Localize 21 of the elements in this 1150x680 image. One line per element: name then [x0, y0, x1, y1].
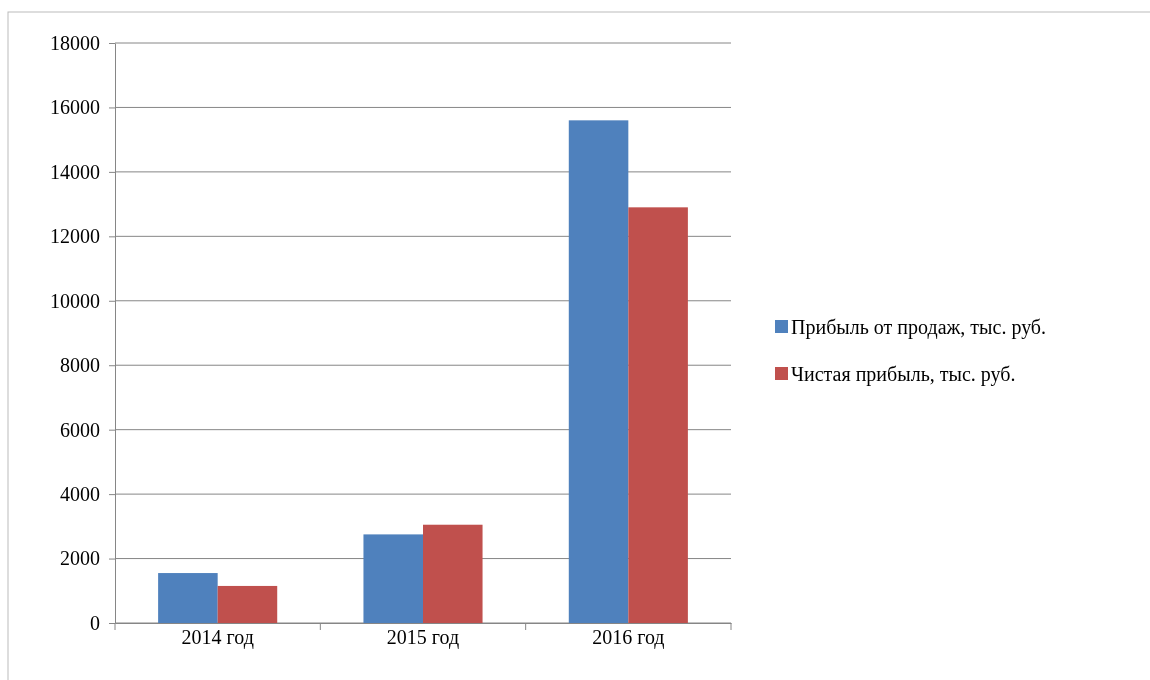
- bar: [628, 207, 688, 623]
- legend-label: Прибыль от продаж, тыс. руб.: [791, 316, 1047, 339]
- x-tick-label: 2014 год: [181, 626, 254, 649]
- bar: [568, 120, 629, 623]
- y-tick-label: 14000: [50, 160, 100, 183]
- y-tick-label: 6000: [60, 418, 100, 441]
- x-tick-label: 2015 год: [386, 626, 460, 649]
- bar: [363, 534, 423, 623]
- y-tick-label: 16000: [50, 96, 100, 119]
- y-tick-label: 12000: [50, 225, 100, 248]
- y-tick-label: 4000: [60, 483, 100, 506]
- y-tick-label: 10000: [50, 289, 100, 312]
- y-tick-label: 18000: [50, 31, 100, 54]
- y-tick-label: 2000: [60, 547, 100, 570]
- y-tick-label: 8000: [60, 354, 100, 377]
- legend-label: Чистая прибыль, тыс. руб.: [791, 363, 1016, 386]
- bar: [423, 524, 483, 623]
- bar: [158, 573, 218, 623]
- x-tick-label: 2016 год: [592, 626, 665, 649]
- bar: [217, 585, 278, 623]
- y-tick-label: 0: [90, 611, 100, 634]
